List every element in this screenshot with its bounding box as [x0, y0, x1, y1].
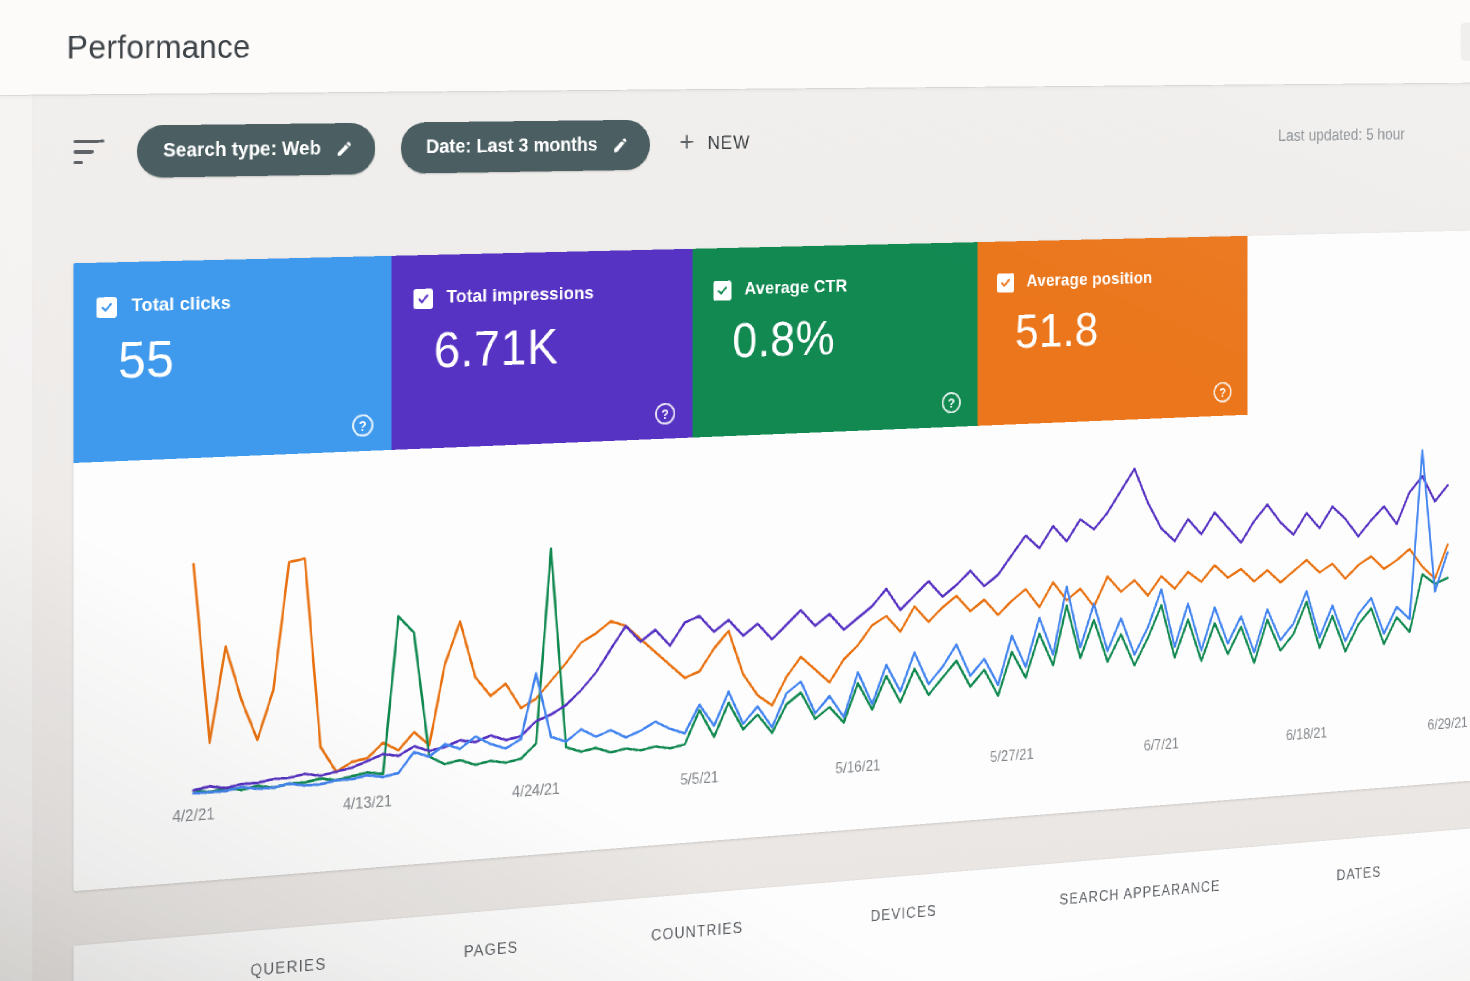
- x-tick-label: 4/2/21: [172, 806, 215, 827]
- metric-label: Total impressions: [446, 283, 595, 308]
- x-tick-label: 5/16/21: [835, 758, 881, 778]
- metric-card-header: Average position: [997, 267, 1232, 293]
- check-icon: [416, 291, 430, 306]
- tab-dates[interactable]: DATES: [1336, 864, 1382, 884]
- metric-value: 55: [117, 330, 175, 390]
- x-tick-label: 4/24/21: [512, 781, 560, 802]
- plus-icon: +: [679, 126, 696, 158]
- tab-search-appearance[interactable]: SEARCH APPEARANCE: [1059, 878, 1221, 908]
- page-left-gutter: [0, 94, 34, 981]
- metric-card-header: Average CTR: [713, 274, 960, 301]
- tab-devices[interactable]: DEVICES: [870, 903, 937, 925]
- metric-checkbox-total-impressions[interactable]: [413, 288, 433, 309]
- help-icon[interactable]: ?: [655, 402, 676, 425]
- tab-countries[interactable]: COUNTRIES: [651, 919, 744, 944]
- tab-pages[interactable]: PAGES: [463, 939, 519, 961]
- x-tick-label: 6/29/21: [1427, 715, 1468, 734]
- export-button[interactable]: [1460, 22, 1470, 61]
- metric-card-header: Total clicks: [96, 289, 374, 318]
- metric-card-total-impressions[interactable]: Total impressions 6.71K?: [391, 248, 693, 450]
- page-title: Performance: [66, 27, 251, 66]
- metric-value: 51.8: [1015, 303, 1099, 359]
- x-tick-label: 6/18/21: [1285, 725, 1328, 744]
- x-tick-label: 6/7/21: [1143, 736, 1179, 755]
- metric-checkbox-average-ctr[interactable]: [713, 280, 732, 301]
- tab-queries[interactable]: QUERIES: [250, 956, 327, 980]
- edit-icon: [338, 141, 352, 156]
- performance-chart-card: Total clicks 55? Total impressions 6.71K? Av…: [73, 229, 1470, 892]
- search-type-chip[interactable]: Search type: Web: [137, 122, 376, 178]
- time-series-chart[interactable]: 4/2/21 4/13/21 4/24/21 5/5/21 5/16/21 5/27/21…: [172, 449, 1468, 826]
- metric-label: Average CTR: [744, 276, 848, 299]
- search-type-chip-label: Search type: Web: [163, 137, 322, 162]
- metric-checkbox-average-position[interactable]: [997, 272, 1015, 293]
- metric-cards-row: Total clicks 55? Total impressions 6.71K? Av…: [73, 235, 1248, 463]
- edit-icon: [613, 137, 627, 152]
- help-icon[interactable]: ?: [352, 413, 374, 437]
- metric-checkbox-total-clicks[interactable]: [96, 296, 117, 318]
- metric-card-total-clicks[interactable]: Total clicks 55?: [73, 255, 392, 463]
- metric-card-average-ctr[interactable]: Average CTR 0.8%?: [692, 242, 978, 438]
- new-filter-button[interactable]: + NEW: [674, 126, 755, 158]
- x-tick-label: 5/5/21: [680, 769, 719, 789]
- check-icon: [716, 283, 729, 297]
- last-updated-text: Last updated: 5 hour: [1278, 124, 1405, 145]
- help-icon[interactable]: ?: [1213, 381, 1232, 403]
- x-tick-label: 4/13/21: [342, 793, 393, 814]
- metric-label: Average position: [1026, 268, 1153, 292]
- metric-value: 6.71K: [433, 319, 559, 379]
- metric-label: Total clicks: [131, 292, 232, 317]
- date-range-chip-label: Date: Last 3 months: [426, 134, 598, 158]
- check-icon: [100, 299, 114, 314]
- filter-toolbar: Search type: Web Date: Last 3 months + N…: [73, 109, 1470, 180]
- metric-value: 0.8%: [732, 311, 836, 369]
- metric-card-header: Total impressions: [413, 281, 675, 309]
- app-header: Performance: [0, 0, 1470, 95]
- check-icon: [1000, 276, 1012, 290]
- filter-list-icon[interactable]: [73, 139, 105, 165]
- x-tick-label: 5/27/21: [990, 747, 1034, 766]
- date-range-chip[interactable]: Date: Last 3 months: [401, 119, 650, 174]
- metric-card-average-position[interactable]: Average position 51.8?: [977, 235, 1248, 426]
- help-icon[interactable]: ?: [941, 391, 961, 414]
- new-filter-label: NEW: [707, 132, 751, 154]
